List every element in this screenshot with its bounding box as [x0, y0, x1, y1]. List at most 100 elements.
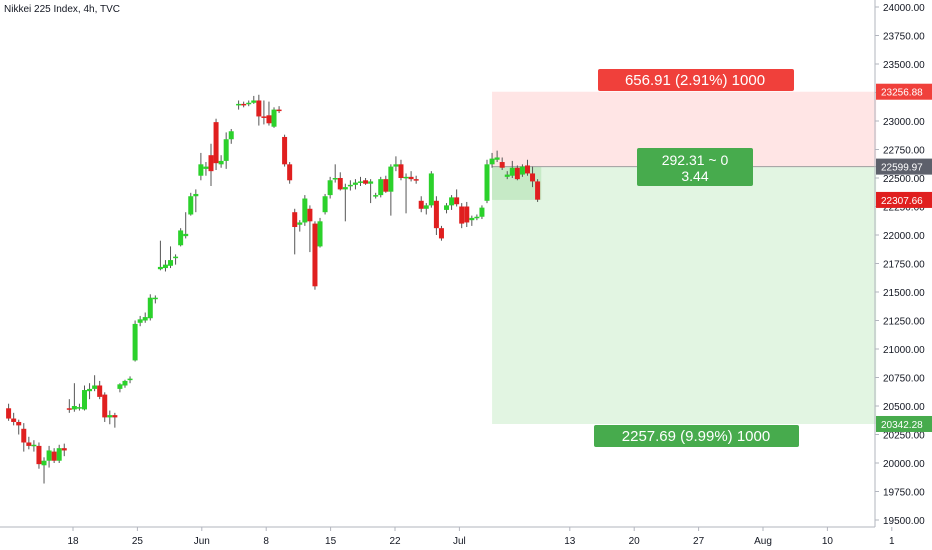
- candle-body: [223, 139, 229, 161]
- candle-body: [408, 176, 414, 180]
- candle-body: [398, 164, 404, 178]
- candle-body: [142, 317, 148, 321]
- candle-body: [36, 445, 42, 465]
- candle-body: [271, 109, 277, 127]
- candle-body: [208, 155, 214, 172]
- candle-body: [147, 297, 153, 319]
- candle-body: [368, 181, 374, 184]
- candle-body: [66, 408, 72, 410]
- price-tag-entry: [876, 158, 932, 175]
- candle-body: [383, 179, 389, 192]
- candle-body: [198, 164, 204, 176]
- candle-body: [193, 193, 199, 197]
- candle-body: [82, 390, 87, 410]
- y-tick-label: 21000.00: [883, 345, 925, 356]
- candle-body: [292, 212, 298, 228]
- candle-body: [514, 167, 520, 180]
- candle-body: [117, 384, 123, 389]
- y-tick-label: 20250.00: [883, 431, 925, 442]
- x-tick-label: Aug: [754, 536, 772, 547]
- candle-body: [312, 223, 318, 287]
- reward-label-text: 2257.69 (9.99%) 1000: [622, 428, 770, 445]
- candle-body: [287, 164, 293, 181]
- candle-body: [218, 160, 224, 165]
- x-tick-label: 27: [693, 536, 705, 547]
- candle-body: [213, 122, 219, 164]
- price-tag-stop-text: 23256.88: [881, 88, 923, 99]
- candle-body: [519, 166, 525, 175]
- candle-body: [203, 166, 209, 169]
- candle-body: [433, 200, 439, 229]
- y-tick-label: 23000.00: [883, 117, 925, 128]
- candle-body: [102, 394, 108, 418]
- candle-body: [332, 178, 338, 180]
- price-tag-current-text: 22307.66: [881, 196, 923, 207]
- y-tick-label: 24000.00: [883, 3, 925, 14]
- candle-body: [87, 388, 93, 392]
- risk-label-text: 656.91 (2.91%) 1000: [625, 72, 765, 89]
- candle-body: [282, 136, 288, 165]
- x-tick-label: 20: [629, 536, 641, 547]
- x-tick-label: 25: [132, 536, 144, 547]
- candle-body: [388, 166, 394, 192]
- candle-body: [228, 131, 234, 140]
- candle-body: [489, 158, 495, 165]
- chart-title: Nikkei 225 Index, 4h, TVC: [4, 4, 120, 15]
- y-tick-label: 19500.00: [883, 516, 925, 527]
- price-tag-current: [876, 191, 932, 208]
- candle-body: [535, 181, 541, 200]
- x-tick-label: 8: [263, 536, 269, 547]
- candle-body: [307, 208, 313, 222]
- candle-body: [337, 178, 343, 190]
- candle-body: [16, 421, 22, 426]
- candle-body: [241, 103, 247, 106]
- candle-body: [363, 180, 369, 184]
- x-tick-label: 13: [564, 536, 576, 547]
- price-tag-entry-text: 22599.97: [881, 163, 923, 174]
- candle-body: [444, 205, 450, 210]
- y-tick-label: 21750.00: [883, 260, 925, 271]
- candle-body: [403, 176, 409, 179]
- candle-body: [530, 173, 536, 182]
- candle-body: [373, 195, 379, 197]
- candle-body: [56, 448, 62, 461]
- candle-body: [297, 222, 303, 225]
- reward-label-box: [594, 425, 799, 447]
- candle-body: [122, 380, 128, 386]
- candle-body: [11, 418, 17, 422]
- candle-body: [469, 217, 475, 221]
- y-tick-label: 22750.00: [883, 146, 925, 157]
- candle-body: [127, 378, 133, 381]
- candle-body: [246, 102, 252, 105]
- risk-label-box: [598, 69, 794, 91]
- candle-body: [152, 297, 158, 300]
- candle-body: [352, 182, 358, 185]
- candle-body: [327, 180, 333, 196]
- y-tick-label: 22250.00: [883, 203, 925, 214]
- x-tick-label: 10: [822, 536, 834, 547]
- candle-body: [92, 385, 98, 389]
- candle-body: [132, 323, 138, 361]
- candle-body: [266, 115, 272, 124]
- candle-body: [183, 233, 189, 237]
- candle-body: [6, 408, 12, 419]
- x-tick-label: 15: [325, 536, 337, 547]
- candle-body: [428, 173, 434, 206]
- candle-body: [378, 179, 384, 196]
- candle-body: [358, 181, 363, 183]
- candle-body: [413, 179, 419, 181]
- candle-body: [251, 100, 257, 103]
- candle-body: [236, 103, 242, 106]
- candle-body: [509, 167, 515, 176]
- candle-body: [459, 206, 465, 224]
- pnl-label-line1: 292.31 ~ 0: [662, 152, 729, 168]
- candle-body: [71, 406, 77, 410]
- pnl-label-box: [637, 148, 753, 186]
- candle-body: [302, 198, 308, 223]
- candle-body: [474, 216, 480, 219]
- candle-body: [454, 197, 460, 205]
- candle-body: [276, 109, 282, 112]
- candle-body: [418, 200, 424, 209]
- candle-body: [347, 184, 353, 187]
